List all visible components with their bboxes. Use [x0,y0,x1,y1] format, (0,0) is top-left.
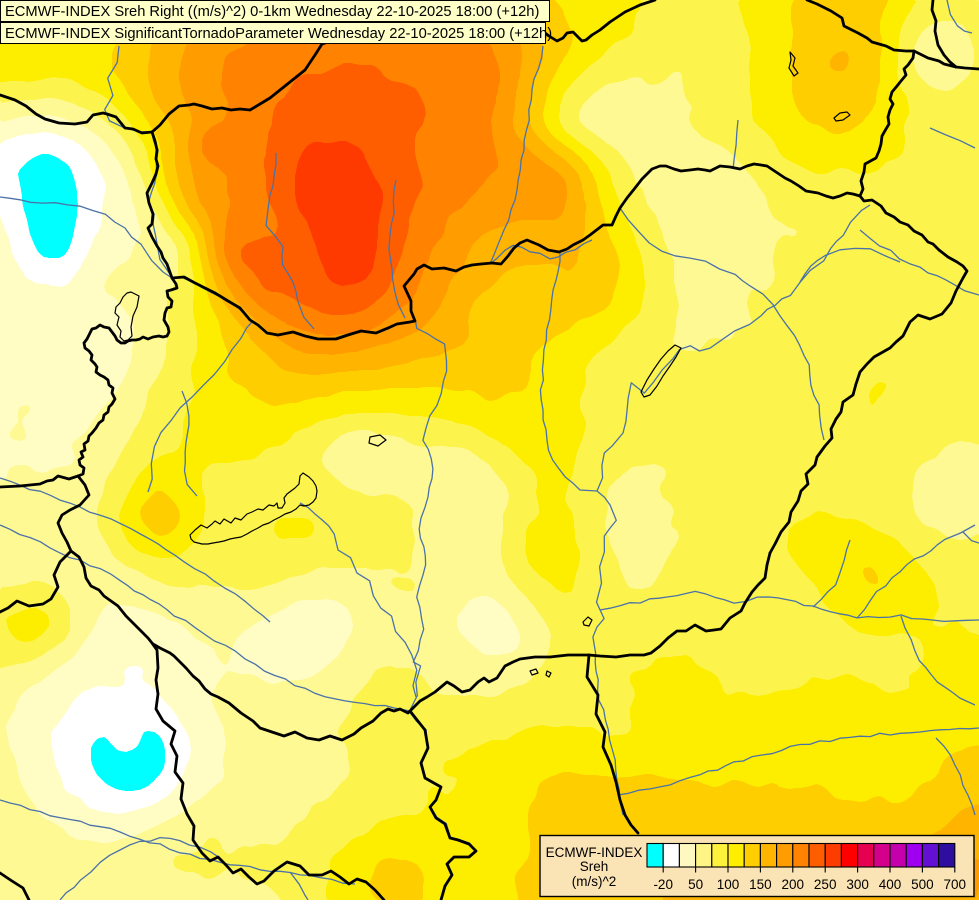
svg-text:150: 150 [749,877,772,892]
svg-text:Sreh: Sreh [580,859,609,874]
svg-text:500: 500 [911,877,934,892]
svg-text:100: 100 [717,877,740,892]
svg-text:400: 400 [879,877,902,892]
svg-text:-20: -20 [653,877,673,892]
svg-text:250: 250 [814,877,837,892]
svg-text:ECMWF-INDEX Sreh Right ((m/s)^: ECMWF-INDEX Sreh Right ((m/s)^2) 0-1km W… [5,4,539,20]
svg-text:200: 200 [782,877,805,892]
svg-text:(m/s)^2: (m/s)^2 [572,874,617,889]
svg-text:ECMWF-INDEX SignificantTornado: ECMWF-INDEX SignificantTornadoParameter … [5,26,552,42]
svg-text:300: 300 [846,877,869,892]
svg-text:50: 50 [688,877,703,892]
svg-text:700: 700 [944,877,967,892]
svg-text:ECMWF-INDEX: ECMWF-INDEX [546,845,643,860]
